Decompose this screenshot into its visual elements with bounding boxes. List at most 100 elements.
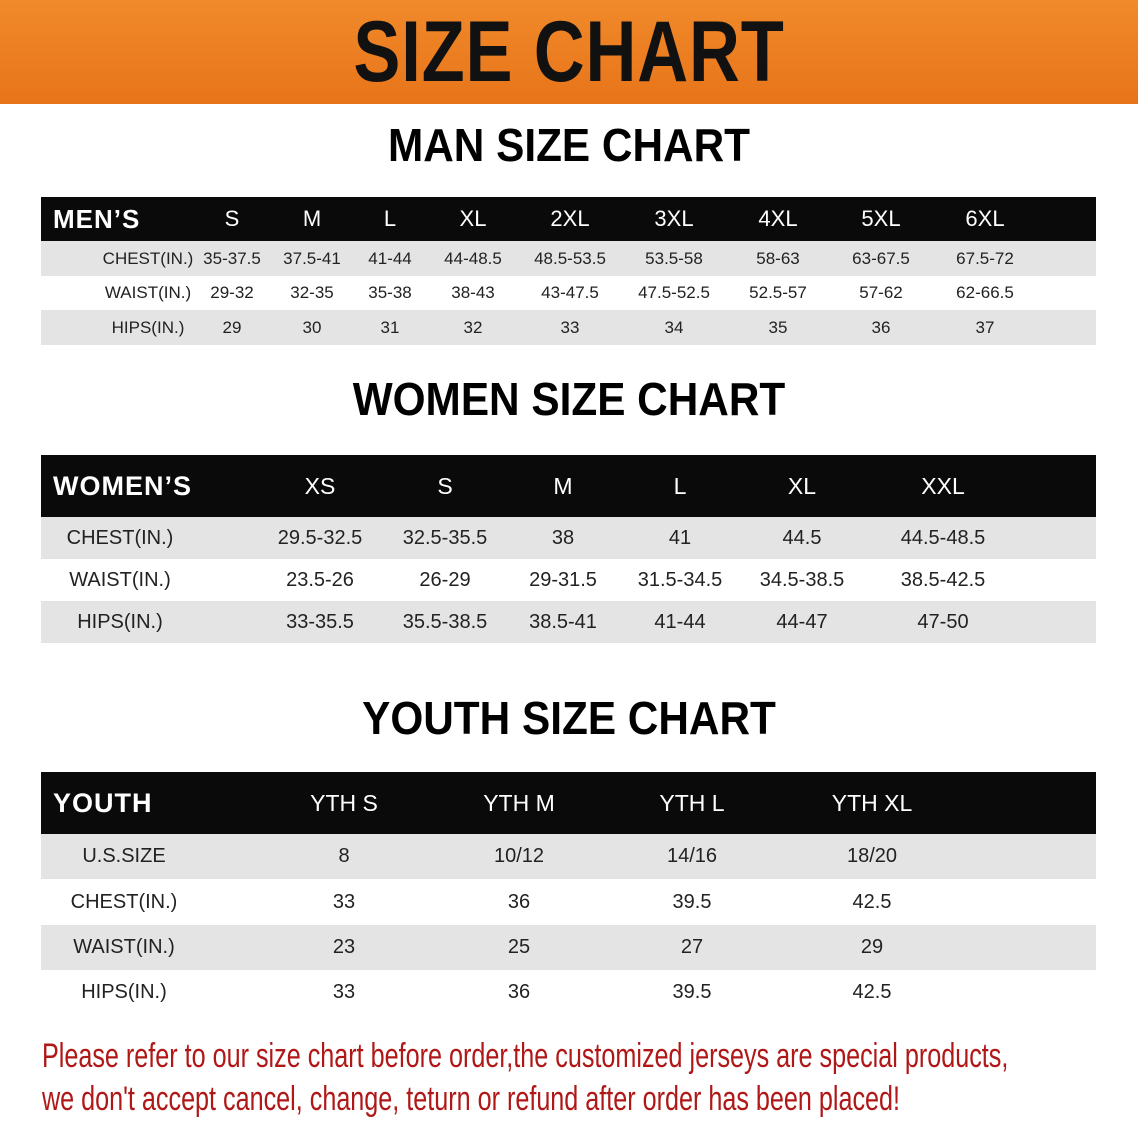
measurement-value: 29 (860, 936, 884, 958)
measurement-value: 41 (668, 526, 692, 549)
measurement-value: 23.5-26 (286, 568, 354, 591)
measurement-value: 43-47.5 (541, 283, 599, 302)
measurement-value: 29-31.5 (529, 568, 597, 591)
notice-line-2: we don't accept cancel, change, teturn o… (42, 1080, 900, 1118)
size-column-header: L (383, 206, 397, 231)
size-column-header: 4XL (758, 206, 798, 231)
measurement-value: 63-67.5 (852, 248, 910, 268)
measurement-value: 32-35 (290, 283, 334, 302)
measurement-label: WAIST(IN.) (69, 568, 171, 591)
measurement-label: CHEST(IN.) (102, 248, 194, 268)
measurement-value: 32 (463, 317, 483, 337)
size-column-header: XL (787, 472, 817, 499)
size-column-header: YTH S (310, 789, 378, 816)
measurement-value: 57-62 (859, 283, 903, 302)
measurement-value: 27 (680, 936, 704, 958)
measurement-value: 41-44 (654, 610, 706, 633)
table-row: WAIST(IN.) 23.5-26 26-29 29-31.5 31.5-34.5 34… (41, 559, 1096, 601)
measurement-value: 38-43 (451, 283, 495, 302)
measurement-value: 33 (332, 981, 356, 1003)
size-column-header: XS (304, 472, 336, 499)
banner-title: SIZE CHART (353, 4, 785, 100)
measurement-label: HIPS(IN.) (77, 610, 163, 633)
measurement-label: WAIST(IN.) (73, 936, 175, 958)
measurement-value: 25 (507, 936, 531, 958)
measurement-value: 32.5-35.5 (402, 526, 488, 549)
measurement-value: 44-48.5 (444, 248, 502, 268)
youth-title: YOUTH SIZE CHART (362, 692, 776, 744)
measurement-value: 29-32 (210, 283, 254, 302)
measurement-value: 18/20 (846, 845, 898, 867)
measurement-value: 23 (332, 936, 356, 958)
women-header-row: WOMEN’S XS S M L XL XXL (41, 455, 1096, 517)
measurement-value: 33 (560, 317, 580, 337)
size-column-header: 6XL (965, 206, 1005, 231)
measurement-value: 29 (222, 317, 242, 337)
size-column-header: S (437, 472, 453, 499)
measurement-value: 48.5-53.5 (534, 248, 606, 268)
measurement-value: 30 (302, 317, 322, 337)
table-row: WAIST(IN.) 29-32 32-35 35-38 38-43 43-47.5 47.… (41, 276, 1096, 310)
notice-line-1: Please refer to our size chart before or… (42, 1037, 1009, 1075)
measurement-value: 67.5-72 (956, 248, 1014, 268)
table-row: CHEST(IN.) 33 36 39.5 42.5 (41, 879, 1096, 925)
table-row: HIPS(IN.) 33-35.5 35.5-38.5 38.5-41 41-44 44-… (41, 601, 1096, 643)
size-column-header: M (302, 206, 322, 231)
measurement-value: 36 (507, 981, 531, 1003)
measurement-value: 31.5-34.5 (637, 568, 723, 591)
size-column-header: YTH M (483, 789, 555, 816)
measurement-label: HIPS(IN.) (111, 317, 185, 337)
measurement-value: 47.5-52.5 (638, 283, 710, 302)
measurement-value: 29.5-32.5 (277, 526, 363, 549)
measurement-value: 10/12 (493, 845, 545, 867)
measurement-value: 35-37.5 (203, 248, 261, 268)
table-row: HIPS(IN.) 33 36 39.5 42.5 (41, 970, 1096, 1015)
men-title: MAN SIZE CHART (387, 119, 751, 171)
size-column-header: XXL (921, 472, 965, 499)
table-row: WAIST(IN.) 23 25 27 29 (41, 925, 1096, 970)
measurement-value: 34 (664, 317, 684, 337)
measurement-value: 36 (507, 890, 531, 913)
measurement-value: 8 (338, 845, 350, 867)
table-label: WOMEN’S (53, 470, 192, 501)
measurement-value: 62-66.5 (956, 283, 1014, 302)
size-column-header: L (673, 472, 687, 499)
measurement-value: 37.5-41 (283, 248, 341, 268)
measurement-value: 38.5-41 (529, 610, 597, 633)
measurement-value: 44.5 (782, 526, 822, 549)
table-row: CHEST(IN.) 29.5-32.5 32.5-35.5 38 41 44.5 44.5… (41, 517, 1096, 559)
measurement-label: U.S.SIZE (82, 845, 166, 867)
youth-size-table: YOUTH YTH S YTH M YTH L YTH XL U.S.SIZE 8 10/12… (41, 772, 1096, 1015)
youth-header-row: YOUTH YTH S YTH M YTH L YTH XL (41, 772, 1096, 834)
measurement-value: 39.5 (672, 890, 712, 913)
size-column-header: 5XL (861, 206, 901, 231)
measurement-value: 39.5 (672, 981, 712, 1003)
measurement-value: 38.5-42.5 (900, 568, 986, 591)
measurement-value: 35 (768, 317, 788, 337)
measurement-value: 42.5 (852, 890, 892, 913)
measurement-value: 35.5-38.5 (402, 610, 488, 633)
measurement-value: 41-44 (368, 248, 412, 268)
measurement-label: CHEST(IN.) (70, 890, 178, 913)
measurement-value: 34.5-38.5 (759, 568, 845, 591)
measurement-label: WAIST(IN.) (104, 283, 192, 302)
table-row: U.S.SIZE 8 10/12 14/16 18/20 (41, 834, 1096, 879)
measurement-label: CHEST(IN.) (66, 526, 174, 549)
measurement-value: 33-35.5 (286, 610, 354, 633)
size-column-header: XL (459, 206, 487, 231)
size-column-header: M (553, 472, 573, 499)
measurement-value: 38 (551, 526, 575, 549)
women-size-table: WOMEN’S XS S M L XL XXL CHEST(IN.) 29.5-32.5 32.5… (41, 455, 1096, 643)
measurement-value: 52.5-57 (749, 283, 807, 302)
measurement-value: 44-47 (776, 610, 828, 633)
size-column-header: YTH XL (831, 789, 913, 816)
measurement-label: HIPS(IN.) (81, 981, 167, 1003)
measurement-value: 47-50 (917, 610, 969, 633)
measurement-value: 53.5-58 (645, 248, 703, 268)
measurement-value: 36 (871, 317, 891, 337)
women-title: WOMEN SIZE CHART (352, 373, 786, 425)
measurement-value: 42.5 (852, 981, 892, 1003)
measurement-value: 58-63 (756, 248, 800, 268)
measurement-value: 26-29 (419, 568, 471, 591)
table-row: CHEST(IN.) 35-37.5 37.5-41 41-44 44-48.5 48.5… (41, 241, 1096, 276)
